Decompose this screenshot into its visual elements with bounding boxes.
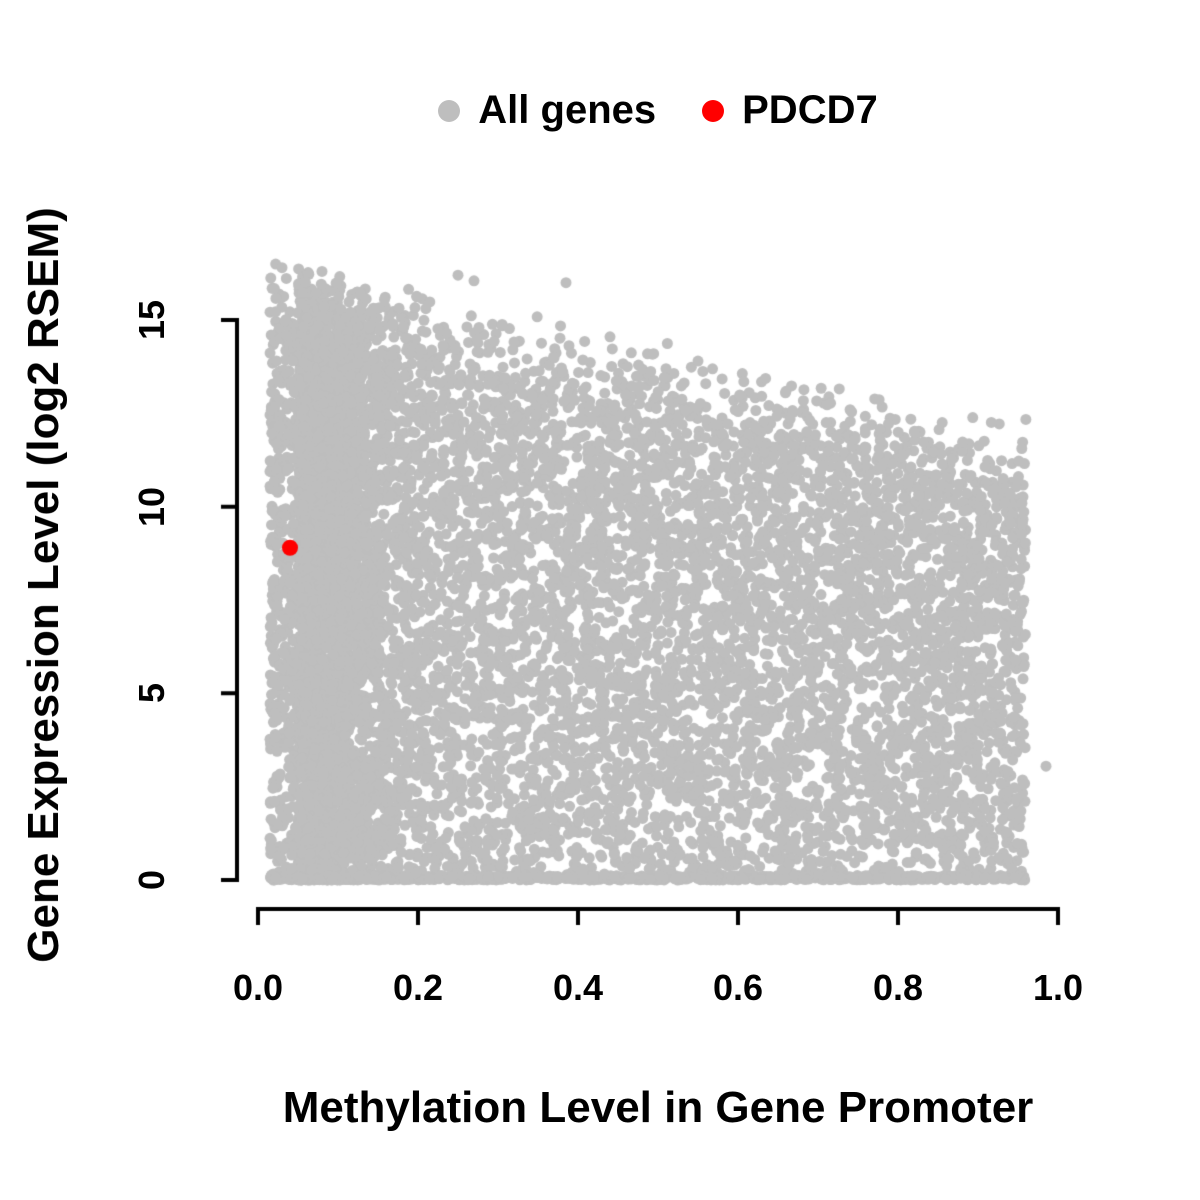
y-tick-label: 0	[131, 869, 172, 891]
x-tick-label: 0.4	[552, 967, 604, 1008]
legend-item-all-genes: All genes	[438, 88, 656, 133]
pdcd7-dot-icon	[702, 99, 725, 122]
x-tick-label: 0.0	[232, 967, 284, 1008]
y-tick-label: 10	[131, 486, 172, 527]
legend-item-pdcd7: PDCD7	[702, 88, 878, 133]
x-tick-label: 1.0	[1032, 967, 1084, 1008]
legend-label-pdcd7: PDCD7	[742, 88, 878, 132]
y-tick-label: 5	[131, 683, 172, 704]
x-tick-label: 0.2	[392, 967, 444, 1008]
x-tick-label: 0.6	[712, 967, 764, 1008]
all-genes-dot-icon	[438, 99, 461, 122]
x-axis-label: Methylation Level in Gene Promoter	[282, 1083, 1034, 1132]
y-tick-label: 15	[131, 299, 172, 341]
x-tick-label: 0.8	[872, 967, 924, 1008]
y-axis-label: Gene Expression Level (log2 RSEM)	[19, 207, 68, 963]
chart-legend: All genes PDCD7	[58, 88, 1200, 133]
legend-label-all-genes: All genes	[478, 88, 657, 132]
